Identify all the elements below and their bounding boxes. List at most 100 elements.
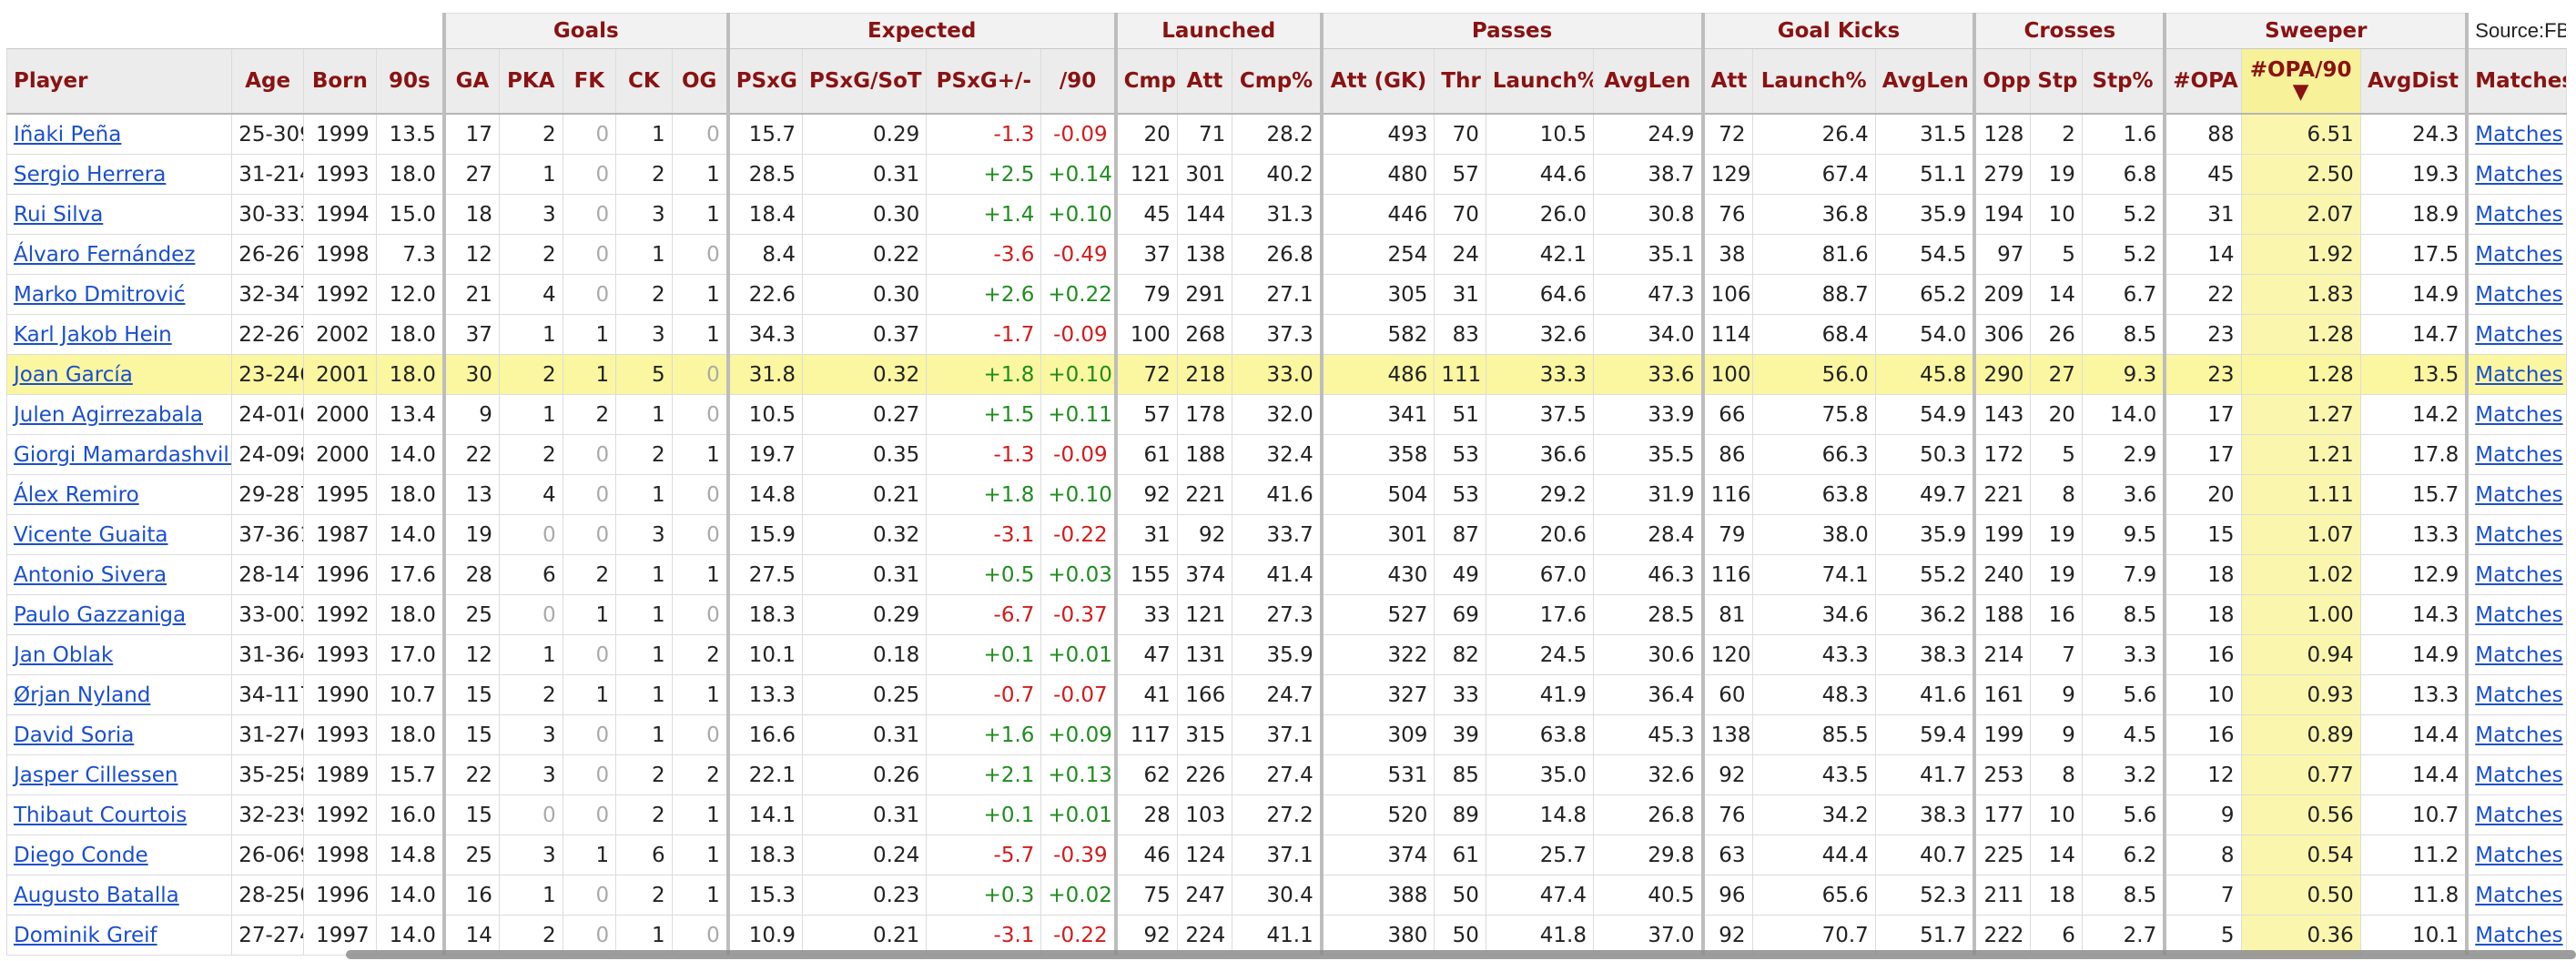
matches-link[interactable]: Matches — [2475, 522, 2563, 547]
cell: 16 — [2163, 634, 2242, 675]
player-link[interactable]: Paulo Gazzaniga — [14, 602, 187, 627]
column-header[interactable]: OG — [671, 48, 729, 115]
player-row: Dominik Greif27-274199714.014201010.90.2… — [5, 915, 2568, 956]
cell: 15.7 — [725, 113, 803, 155]
column-header[interactable]: Launch% — [1485, 48, 1594, 115]
player-link[interactable]: Iñaki Peña — [14, 122, 122, 147]
cell: 41.1 — [1232, 915, 1323, 956]
column-header[interactable]: Player — [5, 48, 233, 115]
matches-link[interactable]: Matches — [2475, 723, 2563, 747]
column-header[interactable]: /90 — [1040, 48, 1117, 115]
scrollbar[interactable] — [346, 950, 2576, 959]
column-header[interactable]: Matches — [2465, 48, 2568, 115]
cell: 0 — [498, 594, 563, 635]
player-link[interactable]: Rui Silva — [14, 202, 104, 227]
column-header[interactable]: Att — [1176, 48, 1233, 115]
column-header[interactable]: Born — [302, 48, 377, 115]
matches-link[interactable]: Matches — [2475, 482, 2563, 507]
player-link[interactable]: Augusto Batalla — [14, 883, 179, 907]
column-header[interactable]: Launch% — [1751, 48, 1876, 115]
cell: 28.4 — [1592, 514, 1704, 555]
column-header[interactable]: PSxG+/- — [926, 48, 1042, 115]
cell: 15.0 — [375, 194, 445, 235]
cell: 0.29 — [801, 594, 928, 635]
player-link[interactable]: Ørjan Nyland — [14, 683, 151, 707]
matches-link[interactable]: Matches — [2475, 843, 2563, 867]
player-link[interactable]: Antonio Sivera — [14, 562, 167, 587]
column-header[interactable]: Att — [1700, 48, 1753, 115]
matches-link[interactable]: Matches — [2475, 362, 2563, 387]
cell: 92 — [1176, 514, 1233, 555]
column-header[interactable]: #OPA/90 ▼ — [2240, 48, 2361, 115]
cell: 79 — [1113, 274, 1178, 315]
cell: 0 — [562, 915, 617, 956]
column-header[interactable]: Age — [231, 48, 304, 115]
cell: 92 — [1113, 915, 1178, 956]
cell: 2 — [498, 113, 563, 155]
cell: 14.0 — [375, 514, 445, 555]
player-link[interactable]: Álvaro Fernández — [14, 242, 196, 267]
player-link[interactable]: Diego Conde — [14, 843, 148, 867]
matches-link[interactable]: Matches — [2475, 122, 2563, 147]
player-link[interactable]: Dominik Greif — [14, 923, 157, 947]
matches-link[interactable]: Matches — [2475, 202, 2563, 227]
column-header[interactable]: Att (GK) — [1319, 48, 1435, 115]
matches-link[interactable]: Matches — [2475, 602, 2563, 627]
matches-link[interactable]: Matches — [2475, 642, 2563, 667]
column-header[interactable]: CK — [615, 48, 673, 115]
player-row: Julen Agirrezabala24-010200013.49121010.… — [5, 394, 2568, 435]
cell: 40.5 — [1592, 875, 1704, 915]
column-header[interactable]: AvgDist — [2359, 48, 2468, 115]
player-link[interactable]: Sergio Herrera — [14, 162, 167, 187]
column-header[interactable]: PSxG — [725, 48, 803, 115]
matches-link[interactable]: Matches — [2475, 763, 2563, 787]
player-link[interactable]: Julen Agirrezabala — [14, 402, 204, 427]
cell: 41 — [1113, 674, 1178, 715]
player-link[interactable]: Joan García — [14, 362, 133, 387]
matches-link[interactable]: Matches — [2475, 683, 2563, 707]
column-header[interactable]: Stp — [2030, 48, 2083, 115]
player-link[interactable]: Vicente Guaita — [14, 522, 168, 547]
column-header[interactable]: 90s — [375, 48, 445, 115]
column-header[interactable]: Cmp% — [1232, 48, 1323, 115]
matches-link[interactable]: Matches — [2475, 923, 2563, 947]
column-header[interactable]: GA — [441, 48, 500, 115]
column-header[interactable]: #OPA — [2163, 48, 2242, 115]
cell: -0.22 — [1040, 915, 1117, 956]
column-header[interactable]: AvgLen — [1592, 48, 1704, 115]
cell: 0 — [562, 154, 617, 195]
player-link[interactable]: Jan Oblak — [14, 642, 114, 667]
matches-link[interactable]: Matches — [2475, 402, 2563, 427]
column-header[interactable]: Thr — [1434, 48, 1486, 115]
matches-link[interactable]: Matches — [2475, 562, 2563, 587]
cell: 24 — [1434, 234, 1486, 275]
player-link[interactable]: Karl Jakob Hein — [14, 322, 172, 347]
column-header[interactable]: AvgLen — [1874, 48, 1975, 115]
player-link[interactable]: Thibaut Courtois — [14, 803, 188, 827]
column-header[interactable]: Cmp — [1113, 48, 1178, 115]
player-link[interactable]: Álex Remiro — [14, 482, 139, 507]
player-link[interactable]: David Soria — [14, 723, 135, 747]
matches-link[interactable]: Matches — [2475, 162, 2563, 187]
player-link[interactable]: Giorgi Mamardashvili — [14, 442, 232, 467]
cell: 51.7 — [1874, 915, 1975, 956]
cell: +0.1 — [926, 634, 1042, 675]
player-link[interactable]: Jasper Cillessen — [14, 763, 178, 787]
cell: 11.8 — [2359, 875, 2468, 915]
matches-link[interactable]: Matches — [2475, 282, 2563, 307]
table-body: Iñaki Peña25-309199913.517201015.70.29-1… — [5, 113, 2568, 956]
cell: 28 — [1113, 794, 1178, 835]
column-header[interactable]: PKA — [498, 48, 563, 115]
matches-link[interactable]: Matches — [2475, 442, 2563, 467]
matches-link[interactable]: Matches — [2475, 322, 2563, 347]
column-header[interactable]: Stp% — [2081, 48, 2165, 115]
column-header[interactable]: FK — [562, 48, 617, 115]
column-header[interactable]: PSxG/SoT — [801, 48, 928, 115]
player-link[interactable]: Marko Dmitrović — [14, 282, 186, 307]
cell: 6.2 — [2081, 835, 2165, 875]
cell: 65.6 — [1751, 875, 1876, 915]
column-header[interactable]: Opp — [1973, 48, 2032, 115]
matches-link[interactable]: Matches — [2475, 242, 2563, 267]
matches-link[interactable]: Matches — [2475, 803, 2563, 827]
matches-link[interactable]: Matches — [2475, 883, 2563, 907]
